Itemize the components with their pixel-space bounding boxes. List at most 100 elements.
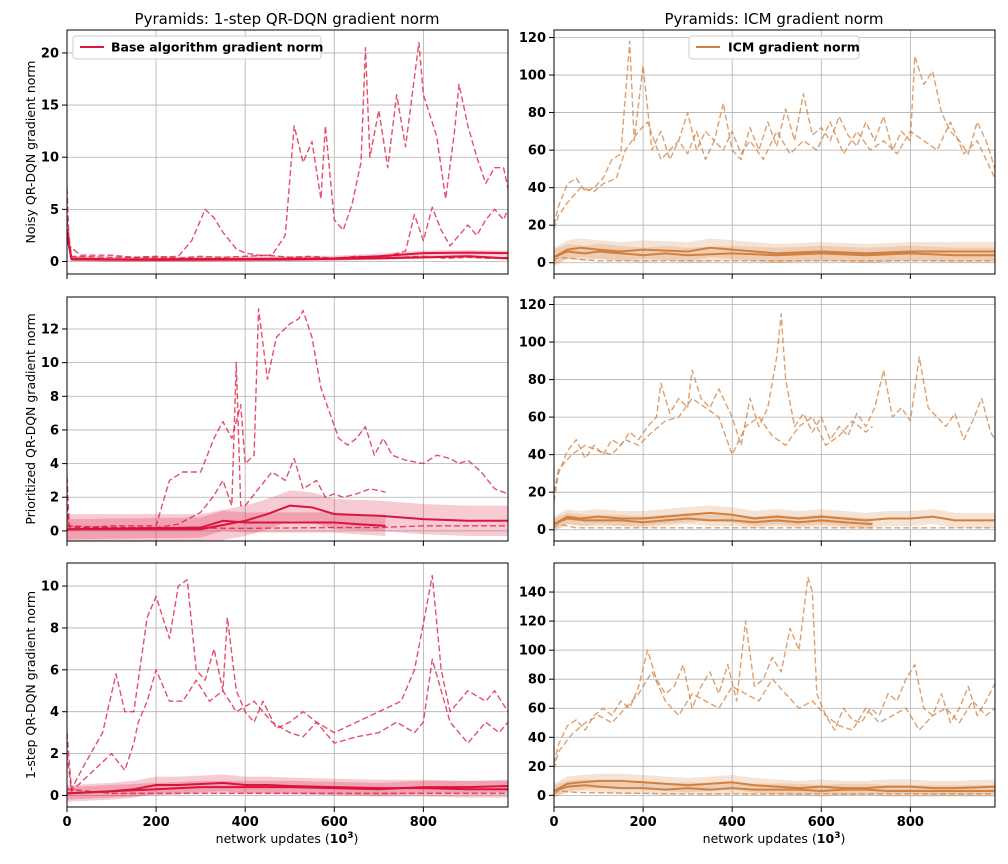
y-tick-label: 5 — [50, 203, 59, 218]
plot-area — [67, 563, 508, 807]
run-line-dashed — [67, 308, 508, 529]
mean-line — [554, 511, 995, 525]
run-line-dashed — [554, 313, 995, 502]
y-axis-label: Noisy QR-DQN gradient norm — [23, 61, 38, 244]
series-group — [67, 308, 508, 541]
y-tick-label: 120 — [519, 31, 546, 46]
x-tick-label: 0 — [549, 815, 558, 830]
run-line-dashed — [554, 790, 995, 795]
run-line-dashed — [554, 121, 995, 230]
confidence-band — [554, 505, 995, 532]
y-tick-label: 0 — [50, 789, 59, 804]
mean-line — [67, 785, 508, 795]
y-axis-label: 1-step QR-DQN gradient norm — [23, 591, 38, 779]
run-line-dashed — [554, 671, 995, 770]
series-group — [67, 41, 508, 263]
y-tick-label: 60 — [528, 702, 546, 717]
y-tick-label: 0 — [537, 523, 546, 538]
mean-line — [67, 504, 508, 531]
mean-line — [554, 779, 995, 792]
y-tick-label: 2 — [50, 491, 59, 506]
series-group — [67, 574, 508, 802]
plot-frame — [66, 29, 509, 275]
plot-frame — [553, 296, 996, 542]
y-tick-label: 140 — [519, 586, 546, 601]
y-tick-label: 10 — [41, 151, 59, 166]
plot-frame — [66, 296, 509, 542]
x-tick-label: 600 — [321, 815, 348, 830]
y-tick-label: 40 — [528, 731, 546, 746]
y-tick-label: 120 — [519, 615, 546, 630]
plot-area — [554, 30, 995, 274]
y-tick-label: 40 — [528, 181, 546, 196]
run-line-dashed — [554, 576, 995, 764]
run-line-dashed — [554, 397, 873, 493]
y-tick-label: 60 — [528, 144, 546, 159]
y-tick-label: 20 — [528, 219, 546, 234]
legend-base: Base algorithm gradient norm — [72, 35, 323, 60]
y-tick-label: 4 — [50, 457, 59, 472]
run-line-dashed — [67, 574, 508, 790]
y-tick-label: 15 — [41, 99, 59, 114]
x-tick-label: 600 — [808, 815, 835, 830]
mean-line — [67, 519, 386, 531]
y-tick-label: 8 — [50, 621, 59, 636]
y-tick-label: 6 — [50, 423, 59, 438]
y-tick-label: 40 — [528, 448, 546, 463]
plot-area — [554, 563, 995, 807]
y-tick-label: 80 — [528, 373, 546, 388]
column-title-icm: Pyramids: ICM gradient norm — [665, 10, 884, 28]
legend-base-label: Base algorithm gradient norm — [111, 40, 323, 55]
y-tick-label: 2 — [50, 747, 59, 762]
plot-area — [554, 297, 995, 541]
column-title-base: Pyramids: 1-step QR-DQN gradient norm — [135, 10, 440, 28]
y-tick-label: 6 — [50, 663, 59, 678]
mean-line — [554, 246, 995, 258]
x-tick-label: 400 — [232, 815, 259, 830]
run-line-dashed — [67, 788, 508, 795]
subplot-r0-c1: 0 20 40 60 80 100 120 — [519, 29, 996, 279]
y-tick-label: 20 — [528, 760, 546, 775]
y-tick-label: 20 — [528, 486, 546, 501]
y-tick-label: 80 — [528, 673, 546, 688]
subplot-r2-c0: 0 200 400 600 800 0 2 4 6 8 101-step QR-DQN gradie… — [23, 562, 509, 830]
y-tick-label: 120 — [519, 298, 546, 313]
run-line-dashed — [67, 658, 508, 792]
subplot-r2-c1: 0 200 400 600 800 0 20 40 60 80 100 120 140 — [519, 562, 996, 830]
y-tick-label: 10 — [41, 356, 59, 371]
y-tick-label: 100 — [519, 644, 546, 659]
y-tick-label: 10 — [41, 580, 59, 595]
x-tick-label: 800 — [410, 815, 437, 830]
y-tick-label: 60 — [528, 411, 546, 426]
y-tick-label: 20 — [41, 46, 59, 61]
run-line-dashed — [554, 523, 995, 529]
x-tick-label: 800 — [897, 815, 924, 830]
legend-icm: ICM gradient norm — [688, 35, 860, 60]
series-group — [554, 576, 995, 799]
x-axis-label-left: network updates (103) — [216, 831, 359, 846]
x-tick-label: 400 — [719, 815, 746, 830]
plot-frame — [553, 29, 996, 275]
y-tick-label: 0 — [537, 789, 546, 804]
y-axis-label: Prioritized QR-DQN gradient norm — [23, 313, 38, 524]
mean-line — [67, 235, 508, 261]
y-tick-label: 0 — [50, 524, 59, 539]
legend-icm-box — [688, 35, 860, 60]
x-tick-label: 200 — [630, 815, 657, 830]
mean-line — [554, 784, 995, 793]
legend-base-box — [72, 35, 322, 60]
y-tick-label: 100 — [519, 336, 546, 351]
subplot-r1-c1: 0 20 40 60 80 100 120 — [519, 296, 996, 546]
run-line-dashed — [554, 40, 995, 226]
y-tick-label: 100 — [519, 69, 546, 84]
confidence-band — [67, 229, 508, 263]
run-line-dashed — [67, 41, 508, 259]
mean-line — [554, 517, 873, 526]
y-tick-label: 0 — [537, 256, 546, 271]
plot-area — [67, 297, 508, 541]
x-tick-label: 200 — [143, 815, 170, 830]
